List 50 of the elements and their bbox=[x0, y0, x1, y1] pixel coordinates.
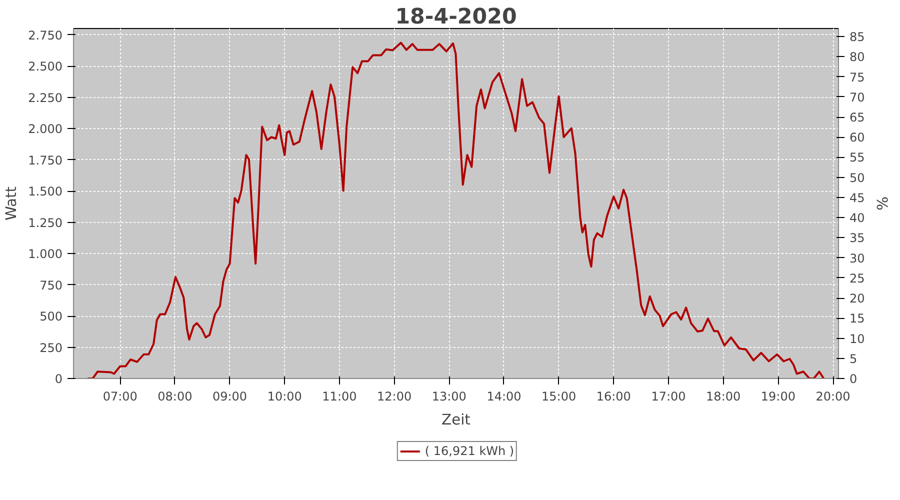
y2-tick-label: 60 bbox=[850, 130, 865, 145]
x-tick-label: 19:00 bbox=[760, 390, 796, 404]
y2-tick-label: 30 bbox=[850, 251, 865, 266]
y2-tick-label: 0 bbox=[850, 372, 858, 386]
y2-tick-label: 45 bbox=[850, 190, 865, 205]
x-tick-label: 11:00 bbox=[322, 390, 357, 404]
y-tick-label: 500 bbox=[40, 310, 62, 324]
y2-tick-label: 70 bbox=[850, 90, 865, 104]
legend-label: ( 16,921 kWh ) bbox=[424, 444, 514, 458]
line-series bbox=[86, 42, 825, 378]
y-tick-label: 2.250 bbox=[28, 90, 63, 105]
x-tick-label: 08:00 bbox=[158, 390, 192, 404]
y-tick-label: 1.500 bbox=[28, 184, 63, 198]
y2-tick-label: 20 bbox=[850, 292, 865, 306]
x-tick-label: 16:00 bbox=[596, 390, 631, 404]
y-tick-label: 2.750 bbox=[28, 28, 63, 42]
y2-tick-label: 85 bbox=[850, 30, 865, 44]
x-tick-label: 20:00 bbox=[816, 390, 850, 404]
x-tick-label: 09:00 bbox=[212, 390, 248, 404]
y-tick-label: 1.000 bbox=[28, 247, 63, 261]
y-tick-label: 1.250 bbox=[28, 216, 63, 230]
x-tick-label: 18:00 bbox=[706, 390, 741, 404]
y2-tick-label: 10 bbox=[850, 332, 865, 346]
y2-tick-label: 25 bbox=[850, 271, 865, 286]
y2-axis-title: % bbox=[872, 196, 890, 211]
y2-tick-label: 65 bbox=[850, 110, 865, 125]
x-tick-label: 17:00 bbox=[651, 390, 686, 404]
y-tick-label: 2.500 bbox=[28, 60, 63, 74]
y2-tick-label: 55 bbox=[850, 150, 865, 165]
y2-tick-label: 15 bbox=[850, 312, 865, 326]
y-tick-label: 750 bbox=[40, 278, 62, 292]
x-tick-label: 12:00 bbox=[377, 390, 412, 404]
y-tick-label: 1.750 bbox=[28, 153, 63, 168]
y-tick-label: 250 bbox=[40, 340, 62, 355]
y2-tick-label: 5 bbox=[850, 352, 858, 366]
x-tick-label: 07:00 bbox=[102, 390, 138, 404]
x-tick-label: 10:00 bbox=[267, 390, 302, 404]
x-tick-label: 13:00 bbox=[432, 390, 466, 404]
y2-tick-label: 40 bbox=[850, 211, 865, 226]
x-tick-label: 15:00 bbox=[542, 390, 576, 404]
y-tick-label: 0 bbox=[54, 372, 63, 386]
x-axis-title: Zeit bbox=[442, 412, 471, 428]
y2-tick-label: 35 bbox=[850, 231, 865, 246]
chart-title: 18-4-2020 bbox=[395, 4, 517, 30]
y2-tick-label: 75 bbox=[850, 70, 865, 84]
y2-tick-label: 50 bbox=[850, 170, 865, 185]
x-tick-label: 14:00 bbox=[486, 390, 522, 404]
y-tick-label: 2.000 bbox=[28, 122, 63, 136]
y-axis-title: Watt bbox=[3, 186, 20, 221]
y2-tick-label: 80 bbox=[850, 50, 865, 64]
